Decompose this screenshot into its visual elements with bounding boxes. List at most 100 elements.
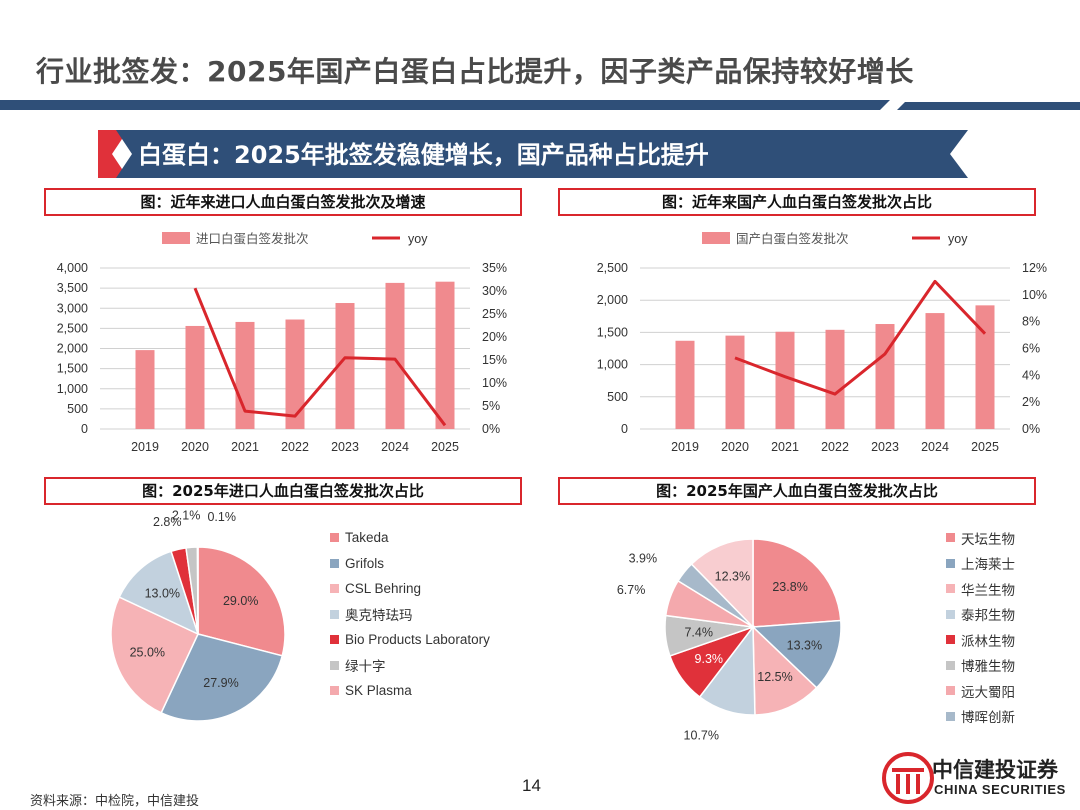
domestic-share-legend-item: 泰邦生物 bbox=[946, 602, 1015, 628]
domestic-trend-y-right-tick: 0% bbox=[1022, 422, 1040, 436]
import-trend-chart: 0 500 1,000 1,500 2,000 2,500 3,000 3,500 4,000 0… bbox=[57, 231, 507, 454]
domestic-share-legend-swatch bbox=[946, 584, 955, 594]
domestic-share-slice-label: 10.7% bbox=[684, 729, 719, 743]
domestic-share-legend-item: 天坛生物 bbox=[946, 525, 1015, 551]
import-trend-bar bbox=[285, 319, 305, 429]
domestic-trend-x-tick: 2021 bbox=[771, 440, 799, 454]
page-title: 行业批签发：2025年国产白蛋白占比提升，因子类产品保持较好增长 bbox=[36, 55, 914, 88]
domestic-trend-bar bbox=[775, 331, 795, 429]
domestic-trend-y-right-tick: 10% bbox=[1022, 288, 1047, 302]
import-trend-y-right-tick: 0% bbox=[482, 422, 500, 436]
import-share-legend-item: Takeda bbox=[330, 525, 490, 551]
import-share-legend-item: Bio Products Laboratory bbox=[330, 627, 490, 653]
import-trend-legend-bar-swatch bbox=[162, 232, 190, 244]
domestic-trend-legend-bar-swatch bbox=[702, 232, 730, 244]
import-trend-bar bbox=[385, 282, 405, 429]
section-banner bbox=[98, 130, 968, 178]
domestic-share-slice bbox=[752, 625, 818, 716]
domestic-trend-y-left-tick: 1,000 bbox=[597, 358, 628, 372]
import-share-legend-swatch bbox=[330, 686, 339, 696]
domestic-trend-y-left-tick: 1,500 bbox=[597, 325, 628, 339]
domestic-share-slice-label: 6.7% bbox=[617, 583, 646, 597]
logo-chinese-name: 中信建投证券 bbox=[932, 757, 1058, 782]
domestic-trend-bar bbox=[725, 335, 745, 429]
import-share-legend-item: SK Plasma bbox=[330, 678, 490, 704]
import-share-legend-label: SK Plasma bbox=[345, 683, 412, 699]
domestic-trend-y-right-tick: 8% bbox=[1022, 315, 1040, 329]
import-trend-y-right-tick: 20% bbox=[482, 330, 507, 344]
domestic-share-legend-item: 远大蜀阳 bbox=[946, 678, 1015, 704]
domestic-share-legend-swatch bbox=[946, 686, 955, 696]
title-rule bbox=[0, 100, 1080, 110]
import-trend-y-left-tick: 3,500 bbox=[57, 281, 88, 295]
domestic-trend-bar bbox=[675, 340, 695, 429]
domestic-trend-x-tick: 2025 bbox=[971, 440, 999, 454]
domestic-share-legend-swatch bbox=[946, 558, 955, 568]
import-trend-y-left-tick: 3,000 bbox=[57, 301, 88, 315]
domestic-trend-bar bbox=[825, 329, 845, 429]
import-trend-y-left-tick: 1,500 bbox=[57, 362, 88, 376]
domestic-trend-bar bbox=[925, 313, 945, 429]
import-trend-y-left-tick: 2,000 bbox=[57, 342, 88, 356]
domestic-trend-x-tick: 2024 bbox=[921, 440, 949, 454]
import-share-legend-item: 奥克特珐玛 bbox=[330, 602, 490, 628]
import-share-slice-label: 13.0% bbox=[145, 587, 180, 601]
figure-title-domestic-share: 图：2025年国产人血白蛋白签发批次占比 bbox=[558, 477, 1036, 505]
domestic-trend-legend-bar-label: 国产白蛋白签发批次 bbox=[736, 231, 849, 246]
import-share-legend-item: 绿十字 bbox=[330, 653, 490, 679]
domestic-share-legend-label: 华兰生物 bbox=[961, 582, 1015, 598]
domestic-share-slice-label: 3.9% bbox=[629, 551, 658, 565]
domestic-share-legend-swatch bbox=[946, 533, 955, 543]
domestic-trend-y-right-tick: 4% bbox=[1022, 368, 1040, 382]
import-share-pie: 29.0% 27.9% 25.0% 13.0% 2.8%2.1% 0.1% bbox=[110, 508, 286, 722]
import-trend-x-tick: 2025 bbox=[431, 440, 459, 454]
company-logo-icon bbox=[882, 752, 934, 804]
import-share-slice-label: 29.0% bbox=[223, 594, 258, 608]
domestic-share-legend-label: 泰邦生物 bbox=[961, 608, 1015, 624]
domestic-share-slice-label: 23.8% bbox=[772, 580, 807, 594]
domestic-share-legend-label: 博雅生物 bbox=[961, 659, 1015, 675]
import-trend-bar bbox=[335, 303, 355, 429]
import-trend-y-left-tick: 4,000 bbox=[57, 261, 88, 275]
import-share-legend-label: CSL Behring bbox=[345, 581, 422, 597]
import-share-legend-label: Bio Products Laboratory bbox=[345, 632, 490, 648]
domestic-share-legend-item: 派林生物 bbox=[946, 627, 1015, 653]
domestic-share-legend-label: 博晖创新 bbox=[961, 710, 1015, 726]
import-share-legend-label: 绿十字 bbox=[345, 659, 386, 675]
import-share-legend-swatch bbox=[330, 635, 339, 645]
import-trend-y-right-tick: 5% bbox=[482, 399, 500, 413]
import-share-slice-label: 0.1% bbox=[207, 510, 236, 524]
domestic-trend-y-left-tick: 0 bbox=[621, 422, 628, 436]
source-note: 资料来源：中检院，中信建投 bbox=[30, 794, 200, 809]
import-share-legend-swatch bbox=[330, 558, 339, 568]
domestic-share-slice bbox=[751, 619, 842, 689]
import-share-legend-swatch bbox=[330, 609, 339, 619]
domestic-share-slice-label: 9.3% bbox=[695, 652, 724, 666]
import-share-slice-label: 27.9% bbox=[203, 676, 238, 690]
domestic-trend-chart: 0 500 1,000 1,500 2,000 2,500 0% 2% 4% 6% 8% 10% 12%… bbox=[597, 231, 1047, 454]
import-trend-y-right-tick: 30% bbox=[482, 284, 507, 298]
domestic-share-legend-item: 博晖创新 bbox=[946, 704, 1015, 730]
import-share-legend-item: CSL Behring bbox=[330, 576, 490, 602]
figure-title-import-share: 图：2025年进口人血白蛋白签发批次占比 bbox=[44, 477, 522, 505]
figure-title-import-trend: 图：近年来进口人血白蛋白签发批次及增速 bbox=[44, 188, 522, 216]
domestic-share-pie: 23.8% 13.3% 12.5% 10.7% 9.3% 7.4% 6.7% 3.9% 12.3… bbox=[617, 538, 842, 743]
domestic-trend-x-tick: 2023 bbox=[871, 440, 899, 454]
import-trend-legend-bar-label: 进口白蛋白签发批次 bbox=[196, 231, 309, 246]
import-share-slice bbox=[110, 596, 199, 714]
import-share-legend-label: 奥克特珐玛 bbox=[345, 608, 413, 624]
import-trend-y-left-tick: 1,000 bbox=[57, 382, 88, 396]
import-share-slice bbox=[197, 546, 286, 657]
domestic-trend-y-left-tick: 500 bbox=[607, 390, 628, 404]
domestic-share-legend-item: 上海莱士 bbox=[946, 551, 1015, 577]
domestic-share-legend-label: 派林生物 bbox=[961, 633, 1015, 649]
import-trend-y-left-tick: 0 bbox=[81, 422, 88, 436]
import-trend-y-right-tick: 25% bbox=[482, 307, 507, 321]
import-trend-y-right-tick: 15% bbox=[482, 353, 507, 367]
import-trend-bar bbox=[435, 281, 455, 429]
domestic-trend-bar bbox=[875, 324, 895, 429]
figure-title-domestic-trend: 图：近年来国产人血白蛋白签发批次占比 bbox=[558, 188, 1036, 216]
domestic-trend-bar bbox=[975, 305, 995, 429]
domestic-trend-y-right-tick: 6% bbox=[1022, 342, 1040, 356]
domestic-share-legend-item: 博雅生物 bbox=[946, 653, 1015, 679]
